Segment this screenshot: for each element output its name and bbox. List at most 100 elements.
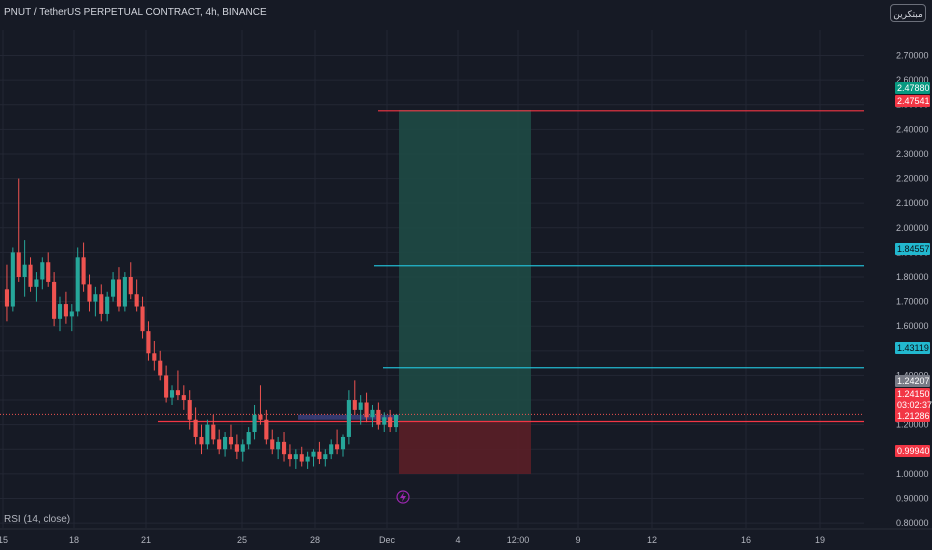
candle[interactable] <box>199 436 204 445</box>
candle[interactable] <box>376 409 381 425</box>
candle[interactable] <box>57 304 63 319</box>
candle[interactable] <box>52 281 57 319</box>
price-axis-label: 1.00000 <box>896 469 929 479</box>
symbol-title[interactable]: PNUT / TetherUS PERPETUAL CONTRACT, 4h, … <box>4 7 267 18</box>
candle[interactable] <box>323 454 328 460</box>
candle[interactable] <box>382 417 387 425</box>
candle[interactable] <box>287 454 292 460</box>
candle[interactable] <box>270 439 275 450</box>
time-axis-label: 15 <box>0 535 8 545</box>
candle[interactable] <box>346 400 351 437</box>
candle[interactable] <box>16 252 21 277</box>
candle[interactable] <box>364 402 369 418</box>
candle[interactable] <box>240 444 245 452</box>
candle[interactable] <box>87 284 92 302</box>
candle[interactable] <box>393 414 399 428</box>
author-button[interactable]: مبتكرين <box>890 4 926 22</box>
candle[interactable] <box>181 395 186 401</box>
price-axis-label: 1.20000 <box>896 420 929 430</box>
candle[interactable] <box>28 264 33 287</box>
candle[interactable] <box>75 257 80 312</box>
loss-zone[interactable] <box>399 421 531 475</box>
candle[interactable] <box>69 311 74 317</box>
price-axis-label: 2.40000 <box>896 124 929 134</box>
price-axis-label: 2.70000 <box>896 51 929 61</box>
candle[interactable] <box>116 279 122 307</box>
time-axis-label: 19 <box>815 535 825 545</box>
price-tag-loss[interactable] <box>895 95 930 107</box>
candle[interactable] <box>175 390 180 396</box>
candle[interactable] <box>281 441 287 455</box>
candle[interactable] <box>146 331 151 354</box>
candle[interactable] <box>169 390 175 398</box>
price-tag-loss[interactable] <box>895 410 930 422</box>
time-axis-label: Dec <box>379 535 396 545</box>
candle[interactable] <box>299 454 304 462</box>
candle[interactable] <box>40 262 45 280</box>
candle[interactable] <box>34 279 39 287</box>
candle[interactable] <box>258 414 263 420</box>
price-tag-tp[interactable] <box>895 342 930 354</box>
candle[interactable] <box>93 294 98 302</box>
candle[interactable] <box>335 444 340 450</box>
price-tag-label: 03:02:37 <box>897 400 932 410</box>
price-tag-loss[interactable] <box>895 399 930 411</box>
candle[interactable] <box>305 456 310 462</box>
candle[interactable] <box>105 296 110 314</box>
price-axis-label: 2.10000 <box>896 198 929 208</box>
candle[interactable] <box>276 441 281 450</box>
candle[interactable] <box>128 277 133 295</box>
candle[interactable] <box>223 436 228 450</box>
candle[interactable] <box>193 419 198 437</box>
candle[interactable] <box>234 444 239 452</box>
candle[interactable] <box>340 436 346 450</box>
price-tag-label: 0.99940 <box>897 446 930 456</box>
candle[interactable] <box>205 424 210 445</box>
candle[interactable] <box>81 257 86 285</box>
candle[interactable] <box>358 402 363 410</box>
price-tag-tp[interactable] <box>895 243 930 255</box>
candle[interactable] <box>252 414 257 433</box>
candle[interactable] <box>228 436 234 445</box>
price-tag-loss[interactable] <box>895 445 930 457</box>
candle[interactable] <box>370 409 375 418</box>
candle[interactable] <box>388 417 393 428</box>
time-axis-label: 25 <box>237 535 247 545</box>
candle[interactable] <box>158 360 163 376</box>
price-axis-label: 1.70000 <box>896 297 929 307</box>
candle[interactable] <box>246 432 251 445</box>
candle[interactable] <box>293 454 298 460</box>
price-tag-gray[interactable] <box>895 375 930 387</box>
rsi-indicator-label[interactable]: RSI (14, close) <box>4 514 71 525</box>
candle[interactable] <box>22 264 27 277</box>
price-axis-label: 1.60000 <box>896 321 929 331</box>
candle[interactable] <box>63 304 68 317</box>
candle[interactable] <box>164 375 169 398</box>
price-tag-loss[interactable] <box>895 388 930 400</box>
candle[interactable] <box>134 294 139 307</box>
candle[interactable] <box>152 353 157 361</box>
price-axis-label: 2.30000 <box>896 149 929 159</box>
candle[interactable] <box>311 451 316 457</box>
candle[interactable] <box>140 306 145 332</box>
candle[interactable] <box>122 277 127 307</box>
price-tag-profit[interactable] <box>895 82 930 94</box>
candle[interactable] <box>217 439 222 450</box>
candle[interactable] <box>4 289 10 307</box>
candle[interactable] <box>46 262 51 282</box>
candle[interactable] <box>111 279 116 297</box>
price-tag-label: 2.47880 <box>897 83 930 93</box>
candle[interactable] <box>10 252 15 307</box>
time-axis-label: 12 <box>647 535 657 545</box>
candle[interactable] <box>329 444 334 455</box>
candle[interactable] <box>317 451 322 460</box>
candle[interactable] <box>264 419 269 440</box>
candle[interactable] <box>211 424 216 440</box>
candle[interactable] <box>187 400 192 420</box>
candle[interactable] <box>99 294 104 314</box>
candle[interactable] <box>352 400 357 410</box>
time-axis-label: 4 <box>455 535 460 545</box>
alert-lightning-icon[interactable] <box>396 490 410 504</box>
